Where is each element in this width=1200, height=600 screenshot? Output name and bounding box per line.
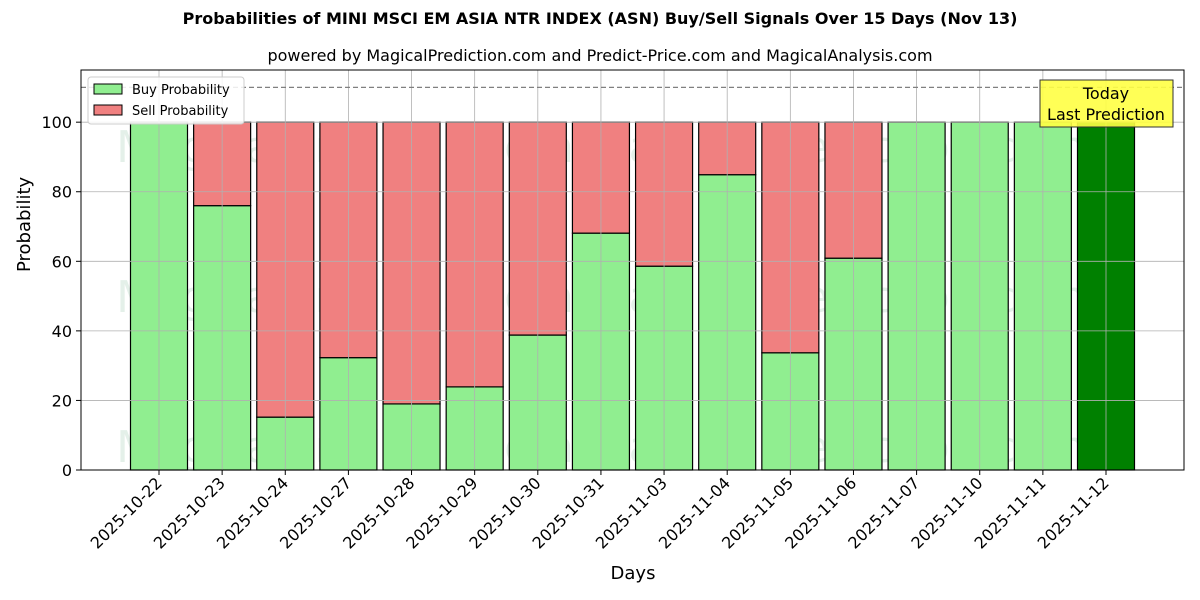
chart-subtitle: powered by MagicalPrediction.com and Pre… [267,46,933,65]
y-tick-label: 80 [52,183,72,202]
legend-label-sell: Sell Probability [132,104,229,119]
legend-box [87,76,245,125]
y-tick-label: 0 [62,461,72,480]
x-axis-label: Days [610,563,656,584]
today-annotation-box [1039,79,1174,128]
axes-frame [80,69,1185,471]
y-tick-label: 40 [52,322,72,341]
y-axis-label: Probability [14,176,35,272]
y-tick-label: 100 [41,113,72,132]
today-annotation-line1: Today [1082,84,1129,103]
legend-swatch-buy [93,83,123,95]
y-tick-label: 60 [52,252,72,271]
chart-title: Probabilities of MINI MSCI EM ASIA NTR I… [182,9,1018,28]
legend-label-buy: Buy Probability [132,83,230,98]
today-annotation-line2: Last Prediction [1047,105,1165,124]
legend-swatch-sell [93,104,123,116]
y-tick-label: 20 [52,391,72,410]
